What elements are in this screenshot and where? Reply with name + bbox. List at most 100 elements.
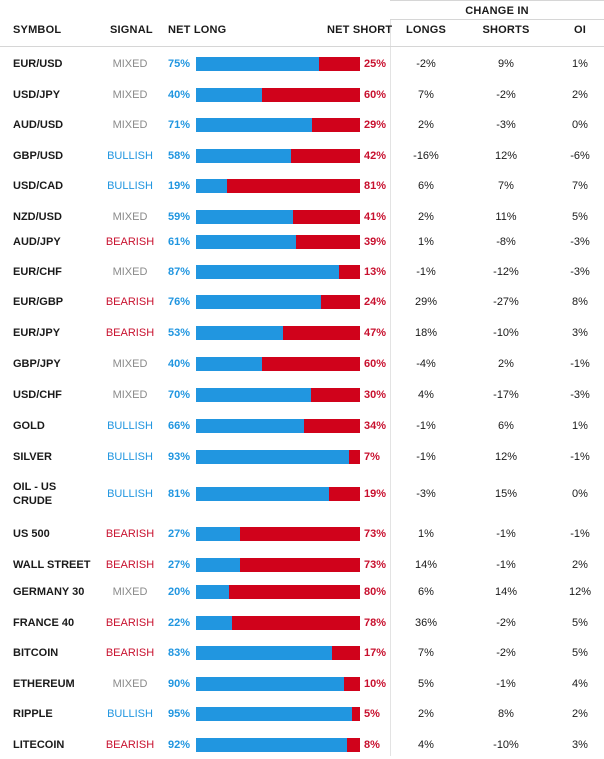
longs-change-value: 18%	[414, 327, 438, 339]
longs-change-value: -16%	[413, 150, 439, 162]
net-short-value: 7%	[364, 451, 380, 463]
header-divider	[0, 46, 604, 47]
symbol-link[interactable]: EUR/GBP	[13, 296, 64, 308]
symbol-link[interactable]: EUR/CHF	[13, 266, 62, 278]
net-long-value: 92%	[168, 739, 191, 751]
longs-column-header[interactable]: LONGS	[405, 24, 447, 36]
oi-change-value: -3%	[570, 236, 590, 248]
longs-change-value: 7%	[418, 647, 434, 659]
signal-column-header[interactable]: SIGNAL	[110, 24, 153, 36]
shorts-change-value: -2%	[496, 617, 516, 629]
table-row[interactable]: USD/CAD BULLISH 19% 81% 6% 7% 7%	[0, 172, 604, 200]
oi-change-value: 5%	[572, 617, 588, 629]
symbol-link[interactable]: AUD/JPY	[13, 236, 61, 248]
sentiment-bar	[196, 388, 360, 402]
table-row[interactable]: EUR/CHF MIXED 87% 13% -1% -12% -3%	[0, 258, 604, 286]
sentiment-bar	[196, 616, 360, 630]
table-row[interactable]: USD/JPY MIXED 40% 60% 7% -2% 2%	[0, 81, 604, 109]
symbol-link[interactable]: EUR/USD	[13, 58, 63, 70]
net-short-value: 10%	[364, 678, 387, 690]
net-long-value: 87%	[168, 266, 191, 278]
net-long-value: 95%	[168, 708, 191, 720]
table-row[interactable]: EUR/USD MIXED 75% 25% -2% 9% 1%	[0, 50, 604, 78]
longs-change-value: 2%	[418, 119, 434, 131]
table-row[interactable]: GERMANY 30 MIXED 20% 80% 6% 14% 12%	[0, 578, 604, 606]
shorts-change-value: -1%	[496, 528, 516, 540]
symbol-link[interactable]: WALL STREET	[13, 559, 91, 571]
symbol-column-header[interactable]: SYMBOL	[13, 24, 62, 36]
symbol-link[interactable]: USD/CHF	[13, 389, 62, 401]
net-short-value: 13%	[364, 266, 387, 278]
net-long-value: 71%	[168, 119, 191, 131]
symbol-link[interactable]: GBP/JPY	[13, 358, 61, 370]
symbol-link[interactable]: NZD/USD	[13, 211, 62, 223]
oi-change-value: -1%	[570, 358, 590, 370]
sentiment-bar	[196, 88, 360, 102]
table-row[interactable]: USD/CHF MIXED 70% 30% 4% -17% -3%	[0, 381, 604, 409]
symbol-link[interactable]: USD/JPY	[13, 89, 61, 101]
table-row[interactable]: GBP/JPY MIXED 40% 60% -4% 2% -1%	[0, 350, 604, 378]
symbol-link[interactable]: USD/CAD	[13, 180, 64, 192]
symbol-link[interactable]: LITECOIN	[13, 739, 65, 751]
signal-label: BEARISH	[105, 296, 155, 308]
net-long-column-header[interactable]: NET LONG	[168, 24, 227, 36]
table-row[interactable]: EUR/JPY BEARISH 53% 47% 18% -10% 3%	[0, 319, 604, 347]
symbol-link[interactable]: AUD/USD	[13, 119, 64, 131]
signal-label: BEARISH	[105, 236, 155, 248]
symbol-link[interactable]: GBP/USD	[13, 150, 64, 162]
oi-change-value: -3%	[570, 389, 590, 401]
table-row[interactable]: AUD/USD MIXED 71% 29% 2% -3% 0%	[0, 111, 604, 139]
table-row[interactable]: GOLD BULLISH 66% 34% -1% 6% 1%	[0, 412, 604, 440]
net-long-value: 22%	[168, 617, 191, 629]
symbol-link[interactable]: BITCOIN	[13, 647, 59, 659]
net-short-column-header[interactable]: NET SHORT	[327, 24, 393, 36]
table-row[interactable]: WALL STREET BEARISH 27% 73% 14% -1% 2%	[0, 551, 604, 579]
table-row[interactable]: RIPPLE BULLISH 95% 5% 2% 8% 2%	[0, 700, 604, 728]
shorts-change-value: -12%	[493, 266, 519, 278]
symbol-link[interactable]: SILVER	[13, 451, 52, 463]
oi-column-header[interactable]: OI	[573, 24, 586, 36]
signal-label: MIXED	[112, 678, 148, 690]
signal-label: MIXED	[112, 119, 148, 131]
symbol-link[interactable]: GERMANY 30	[13, 586, 85, 598]
oi-change-value: 3%	[572, 327, 588, 339]
table-row[interactable]: OIL - US CRUDE BULLISH 81% 19% -3% 15% 0%	[0, 480, 604, 508]
shorts-change-value: -8%	[496, 236, 516, 248]
table-row[interactable]: ETHEREUM MIXED 90% 10% 5% -1% 4%	[0, 670, 604, 698]
symbol-link[interactable]: ETHEREUM	[13, 678, 75, 690]
table-row[interactable]: AUD/JPY BEARISH 61% 39% 1% -8% -3%	[0, 228, 604, 256]
oi-change-value: 7%	[572, 180, 588, 192]
net-long-value: 19%	[168, 180, 191, 192]
net-long-fill	[196, 738, 347, 752]
symbol-link[interactable]: GOLD	[13, 420, 45, 432]
symbol-link[interactable]: EUR/JPY	[13, 327, 61, 339]
oi-change-value: 5%	[572, 211, 588, 223]
signal-label: MIXED	[112, 586, 148, 598]
longs-change-value: -3%	[416, 488, 436, 500]
symbol-link[interactable]: OIL - US CRUDE	[13, 481, 57, 507]
signal-label: MIXED	[112, 358, 148, 370]
net-long-fill	[196, 450, 349, 464]
table-row[interactable]: EUR/GBP BEARISH 76% 24% 29% -27% 8%	[0, 288, 604, 316]
sentiment-bar	[196, 326, 360, 340]
longs-change-value: 1%	[418, 528, 434, 540]
shorts-change-value: 6%	[498, 420, 514, 432]
table-row[interactable]: FRANCE 40 BEARISH 22% 78% 36% -2% 5%	[0, 609, 604, 637]
net-long-value: 53%	[168, 327, 191, 339]
table-row[interactable]: US 500 BEARISH 27% 73% 1% -1% -1%	[0, 520, 604, 548]
table-row[interactable]: BITCOIN BEARISH 83% 17% 7% -2% 5%	[0, 639, 604, 667]
net-long-value: 83%	[168, 647, 191, 659]
table-row[interactable]: NZD/USD MIXED 59% 41% 2% 11% 5%	[0, 203, 604, 231]
net-long-value: 90%	[168, 678, 191, 690]
symbol-link[interactable]: RIPPLE	[13, 708, 53, 720]
symbol-link[interactable]: US 500	[13, 528, 50, 540]
symbol-link[interactable]: FRANCE 40	[13, 617, 75, 629]
longs-change-value: -4%	[416, 358, 436, 370]
table-row[interactable]: SILVER BULLISH 93% 7% -1% 12% -1%	[0, 443, 604, 471]
net-long-fill	[196, 235, 297, 249]
shorts-column-header[interactable]: SHORTS	[482, 24, 530, 36]
signal-label: BULLISH	[107, 150, 153, 162]
sentiment-bar	[196, 558, 360, 572]
table-row[interactable]: GBP/USD BULLISH 58% 42% -16% 12% -6%	[0, 142, 604, 170]
table-row[interactable]: LITECOIN BEARISH 92% 8% 4% -10% 3%	[0, 731, 604, 759]
